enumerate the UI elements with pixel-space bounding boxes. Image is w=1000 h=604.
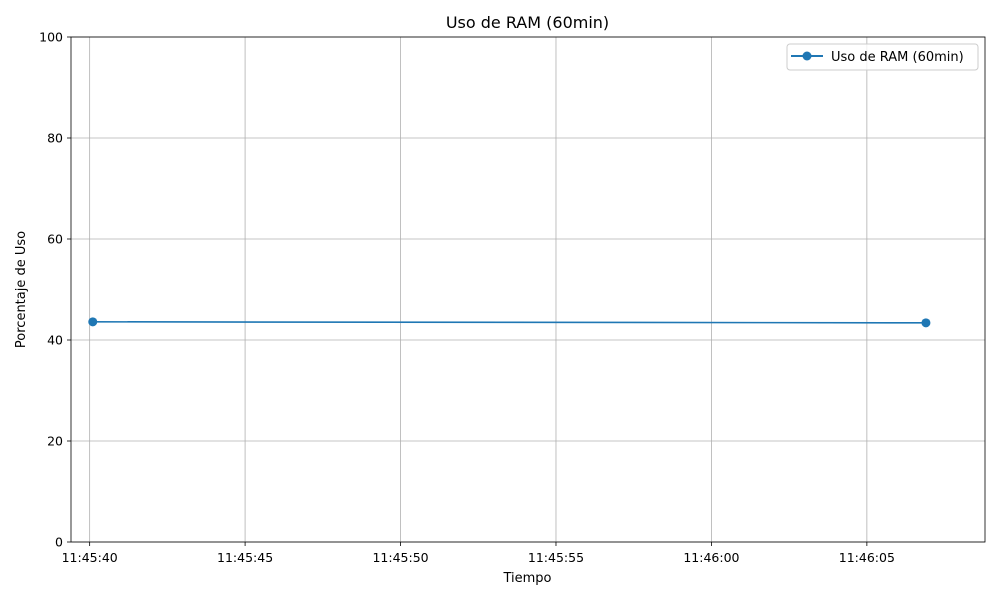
y-tick-label: 100 bbox=[39, 30, 63, 45]
data-point bbox=[88, 317, 98, 327]
legend: Uso de RAM (60min) bbox=[786, 43, 979, 71]
axes-frame bbox=[70, 36, 986, 543]
plot-frame bbox=[70, 36, 986, 543]
legend-marker-swatch bbox=[802, 51, 812, 61]
x-axis-label: Tiempo bbox=[502, 571, 551, 586]
y-tick-label: 20 bbox=[47, 434, 63, 449]
series-layer bbox=[88, 317, 931, 328]
legend-label: Uso de RAM (60min) bbox=[831, 50, 964, 65]
y-tick-label: 40 bbox=[47, 333, 63, 348]
y-tick-label: 0 bbox=[55, 535, 63, 550]
y-tick-label: 60 bbox=[47, 232, 63, 247]
x-tick-label: 11:46:00 bbox=[683, 550, 739, 565]
y-axis-label: Porcentaje de Uso bbox=[14, 231, 29, 348]
y-tick-label: 80 bbox=[47, 131, 63, 146]
tick-labels: 11:45:40 11:45:45 11:45:50 11:45:55 11:46:00… bbox=[39, 30, 895, 566]
data-point bbox=[921, 318, 931, 328]
series-line bbox=[92, 321, 926, 324]
x-tick-label: 11:45:45 bbox=[217, 550, 273, 565]
chart-title: Uso de RAM (60min) bbox=[446, 13, 609, 32]
x-tick-label: 11:45:40 bbox=[62, 550, 118, 565]
legend-box bbox=[786, 43, 979, 71]
x-tick-label: 11:45:50 bbox=[372, 550, 428, 565]
x-tick-label: 11:46:05 bbox=[839, 550, 895, 565]
x-tick-label: 11:45:55 bbox=[528, 550, 584, 565]
